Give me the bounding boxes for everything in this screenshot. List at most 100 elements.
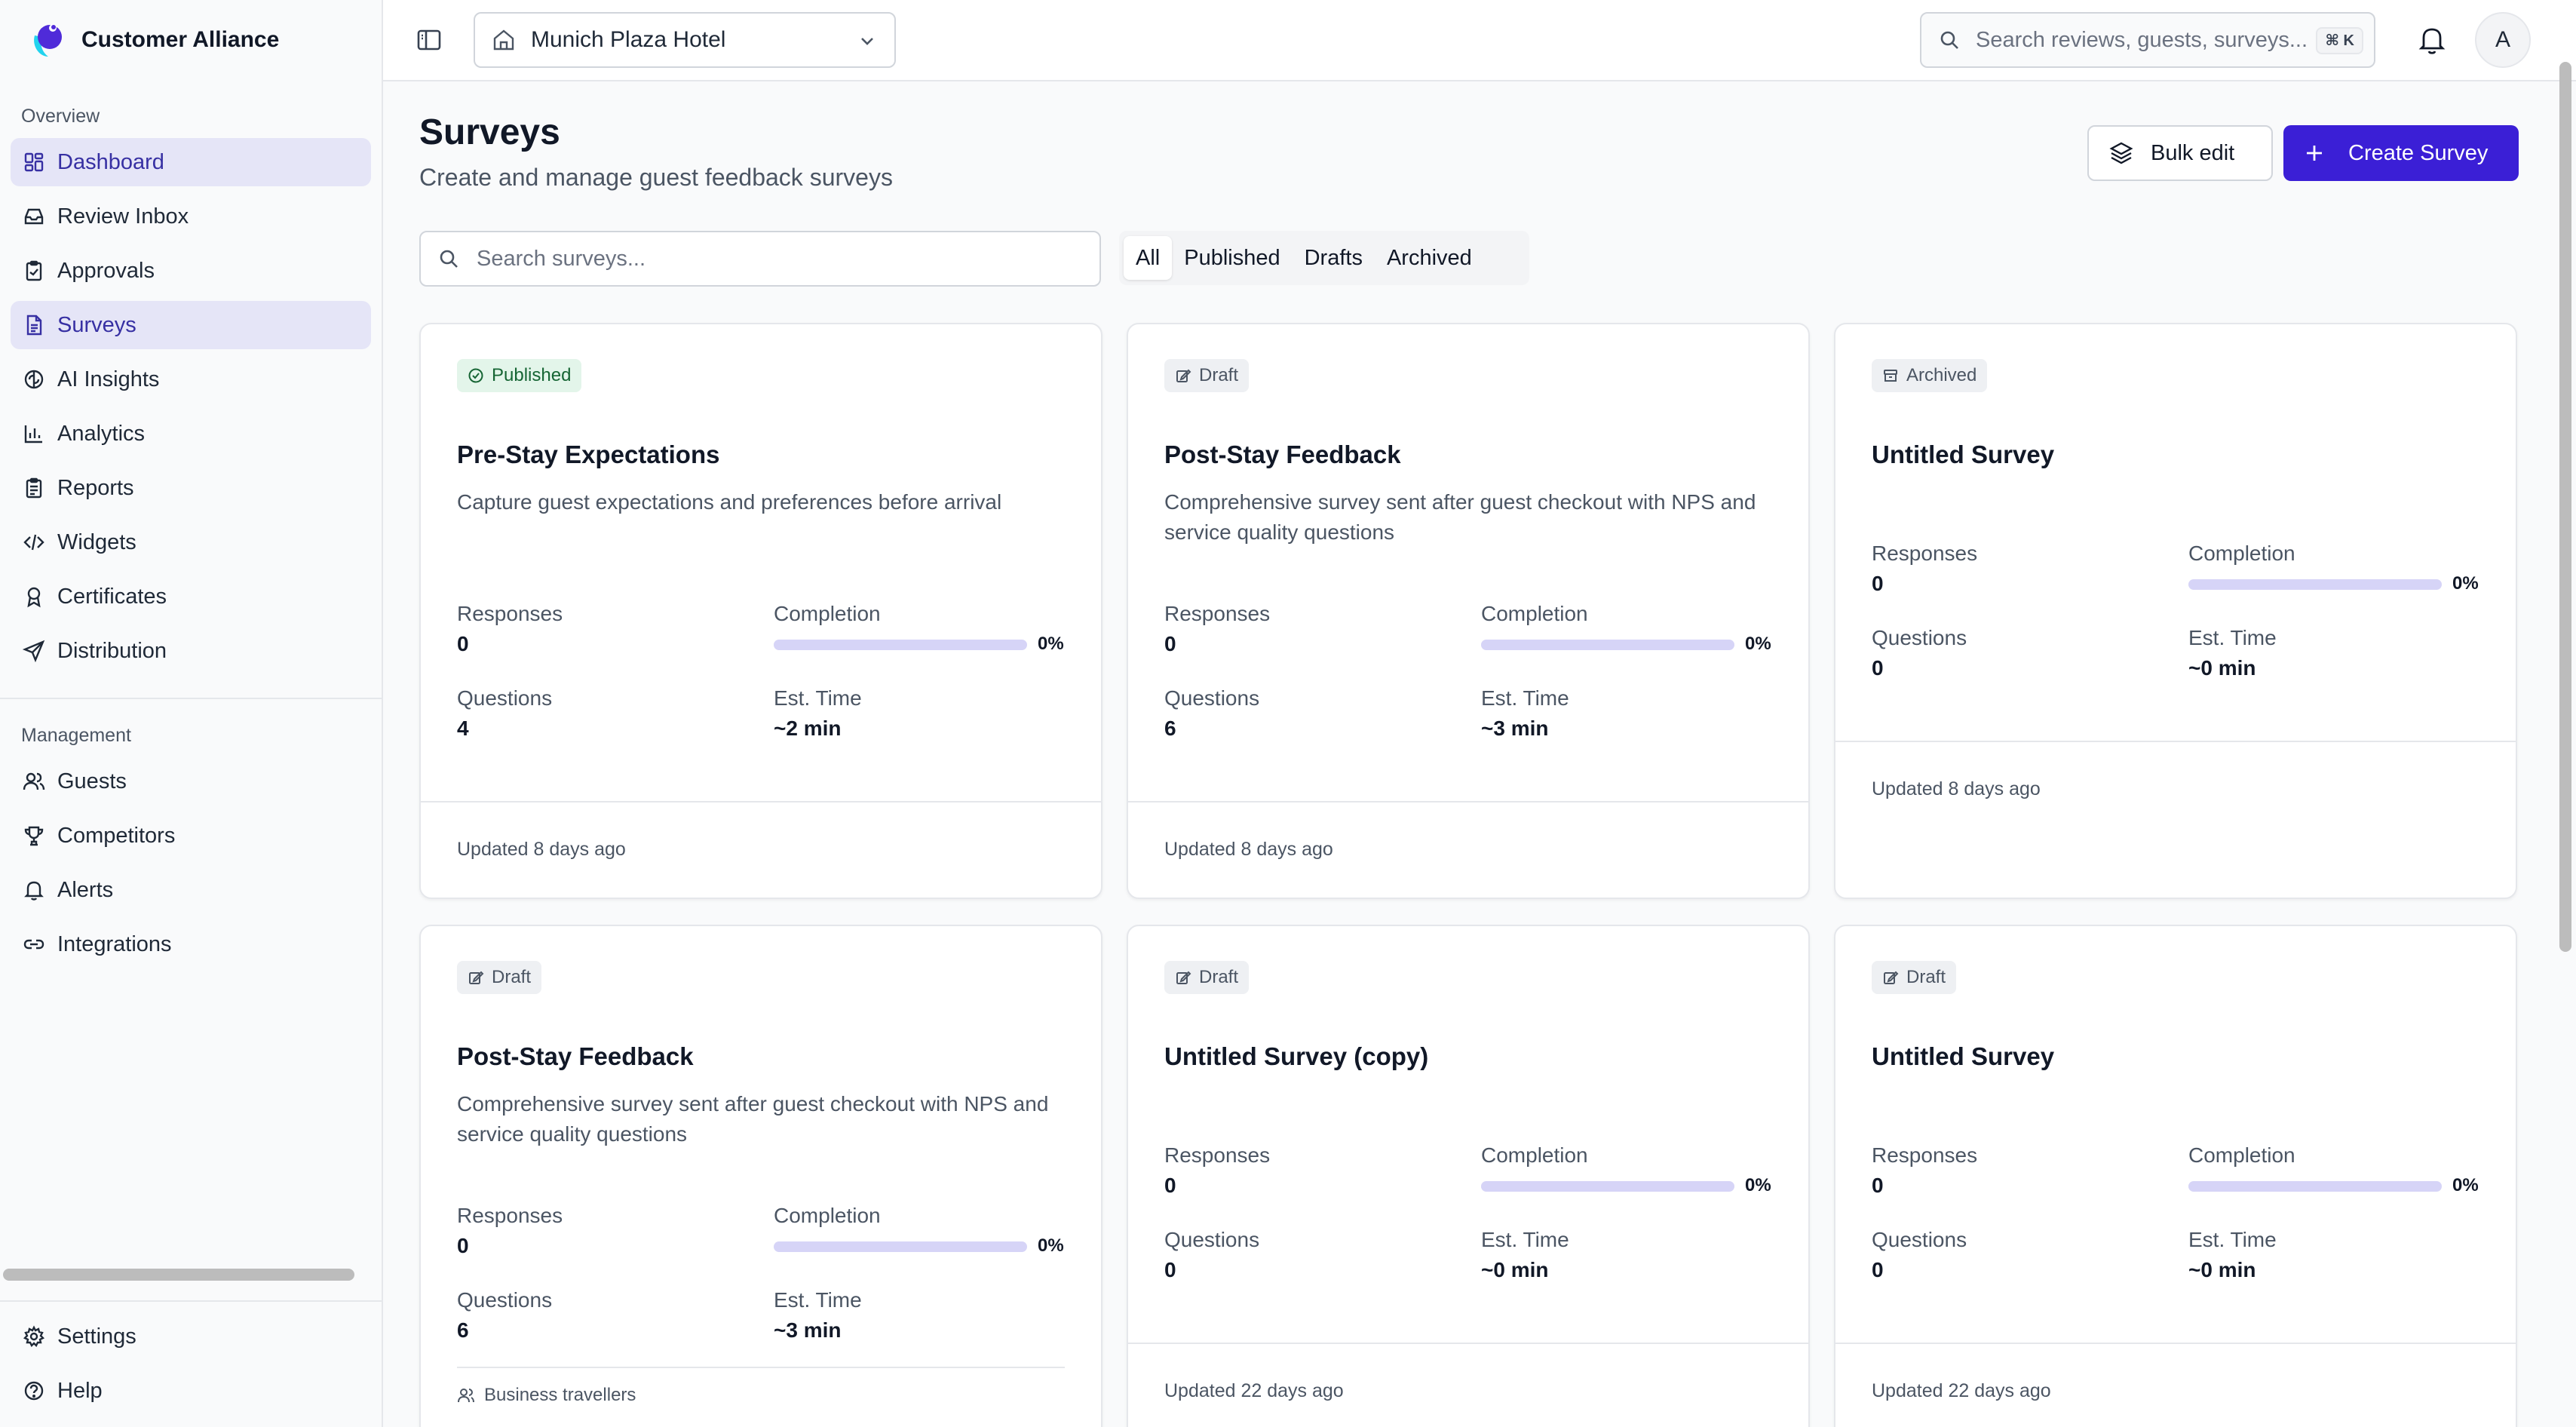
sidebar-item-label: Certificates (57, 584, 167, 609)
global-search: ⌘ K (1920, 12, 2375, 68)
survey-description: Comprehensive survey sent after guest ch… (1164, 490, 1756, 544)
home-icon (493, 29, 514, 51)
sidebar-item-help[interactable]: Help (11, 1367, 371, 1415)
responses-label: Responses (457, 602, 563, 625)
card-footer (1128, 801, 1808, 802)
overview-section-label: Overview (21, 106, 100, 127)
award-icon (23, 585, 45, 608)
brand[interactable]: Customer Alliance (0, 0, 382, 80)
sidebar-item-label: Distribution (57, 638, 167, 663)
user-avatar[interactable]: A (2475, 12, 2531, 68)
brain-icon (23, 368, 45, 391)
est-time-label: Est. Time (1481, 686, 1569, 710)
sidebar-item-ai-insights[interactable]: AI Insights (11, 355, 371, 404)
status-badge: Draft (1164, 961, 1250, 994)
survey-search (419, 231, 1101, 287)
completion-label: Completion (774, 602, 881, 625)
responses-value: 0 (1164, 632, 1176, 655)
tab-published[interactable]: Published (1184, 245, 1280, 270)
sidebar-item-alerts[interactable]: Alerts (11, 866, 371, 914)
card-divider (457, 1367, 1065, 1368)
est-time-label: Est. Time (774, 1288, 862, 1312)
tab-drafts[interactable]: Drafts (1304, 245, 1363, 270)
topbar: Munich Plaza Hotel ⌘ K A (383, 0, 2576, 81)
chevron-down-icon (861, 38, 873, 45)
responses-label: Responses (1164, 602, 1271, 625)
completion-percent: 0% (1745, 1175, 1771, 1195)
edit-icon (1176, 369, 1191, 382)
questions-label: Questions (457, 686, 553, 710)
questions-value: 6 (1164, 717, 1176, 740)
sidebar: Customer Alliance Overview Dashboard Rev… (0, 0, 383, 1427)
search-icon (440, 250, 458, 268)
global-search-input[interactable] (1976, 27, 2308, 53)
help-circle-icon (23, 1379, 45, 1402)
archive-icon (1884, 370, 1897, 382)
sidebar-item-surveys[interactable]: Surveys (11, 301, 371, 349)
completion-progress-bar (774, 1241, 1027, 1252)
completion-label: Completion (2188, 542, 2295, 565)
audience-segment: Business travellers (457, 1385, 636, 1406)
survey-card[interactable]: Published Pre-Stay Expectations Capture … (419, 323, 1102, 899)
completion-percent: 0% (1038, 1235, 1064, 1256)
overview-section: Overview Dashboard Review Inbox Approval… (0, 80, 382, 675)
sidebar-item-settings[interactable]: Settings (11, 1312, 371, 1361)
bulk-edit-button[interactable]: Bulk edit (2087, 125, 2273, 181)
survey-card[interactable]: Draft Post-Stay Feedback Comprehensive s… (1127, 323, 1810, 899)
survey-card[interactable]: Draft Untitled Survey (copy) Responses 0… (1127, 925, 1810, 1427)
questions-label: Questions (457, 1288, 553, 1312)
create-survey-button[interactable]: Create Survey (2283, 125, 2519, 181)
page-header: Surveys Create and manage guest feedback… (419, 112, 893, 192)
sidebar-item-distribution[interactable]: Distribution (11, 627, 371, 675)
sidebar-item-guests[interactable]: Guests (11, 757, 371, 806)
card-footer (1128, 1343, 1808, 1344)
survey-card[interactable]: Draft Untitled Survey Responses 0 Comple… (1834, 925, 2517, 1427)
sidebar-item-integrations[interactable]: Integrations (11, 920, 371, 968)
est-time-value: ~2 min (774, 717, 842, 740)
est-time-value: ~0 min (2188, 1258, 2256, 1281)
page-subtitle: Create and manage guest feedback surveys (419, 164, 893, 191)
page-vertical-scrollbar[interactable] (2559, 62, 2571, 952)
sidebar-item-approvals[interactable]: Approvals (11, 247, 371, 295)
sidebar-item-dashboard[interactable]: Dashboard (11, 138, 371, 186)
sidebar-item-label: Guests (57, 769, 127, 793)
survey-card[interactable]: Archived Untitled Survey Responses 0 Com… (1834, 323, 2517, 899)
questions-value: 4 (457, 717, 469, 740)
questions-label: Questions (1872, 1228, 1967, 1251)
est-time-value: ~0 min (1481, 1258, 1549, 1281)
sidebar-item-label: Competitors (57, 823, 176, 848)
responses-value: 0 (457, 632, 469, 655)
survey-card[interactable]: Draft Post-Stay Feedback Comprehensive s… (419, 925, 1102, 1427)
updated-timestamp: Updated 8 days ago (1164, 839, 1333, 860)
sidebar-item-widgets[interactable]: Widgets (11, 518, 371, 566)
card-footer (1835, 741, 2516, 742)
sidebar-toggle-icon[interactable] (415, 26, 443, 54)
sidebar-item-label: Integrations (57, 931, 172, 956)
users-icon (23, 770, 45, 793)
updated-timestamp: Updated 22 days ago (1164, 1380, 1344, 1401)
sidebar-item-competitors[interactable]: Competitors (11, 812, 371, 860)
notifications-bell-icon[interactable] (2416, 24, 2448, 56)
sidebar-horizontal-scrollbar[interactable] (3, 1269, 354, 1281)
survey-title: Post-Stay Feedback (457, 1042, 694, 1070)
questions-value: 6 (457, 1318, 469, 1342)
sidebar-item-review-inbox[interactable]: Review Inbox (11, 192, 371, 241)
est-time-value: ~3 min (774, 1318, 842, 1342)
est-time-value: ~3 min (1481, 717, 1549, 740)
tab-archived[interactable]: Archived (1386, 245, 1472, 270)
sidebar-item-certificates[interactable]: Certificates (11, 572, 371, 621)
hotel-selector[interactable]: Munich Plaza Hotel (474, 12, 896, 68)
completion-label: Completion (774, 1204, 881, 1227)
tab-all[interactable]: All (1124, 236, 1173, 280)
responses-value: 0 (1164, 1174, 1176, 1197)
sidebar-item-label: Reports (57, 475, 134, 500)
layers-icon (2109, 142, 2133, 164)
survey-search-input[interactable] (477, 246, 1065, 272)
survey-title: Untitled Survey (1872, 440, 2055, 468)
dashboard-icon (23, 151, 45, 173)
edit-icon (1176, 971, 1191, 984)
sidebar-item-analytics[interactable]: Analytics (11, 410, 371, 458)
sidebar-item-label: Help (57, 1378, 103, 1403)
sidebar-item-reports[interactable]: Reports (11, 464, 371, 512)
clipboard-check-icon (23, 259, 45, 282)
